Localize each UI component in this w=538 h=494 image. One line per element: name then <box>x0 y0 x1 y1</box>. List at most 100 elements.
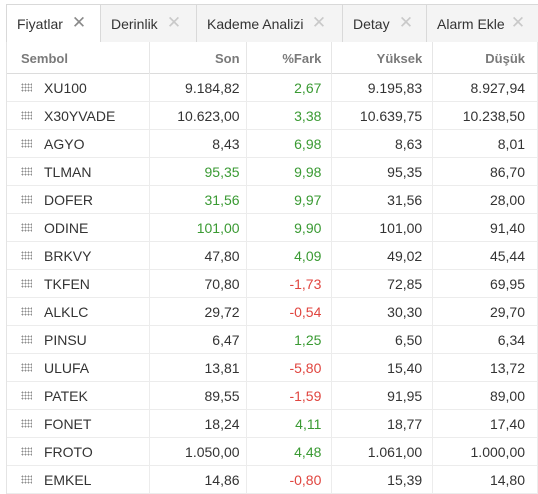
change-cell: -0,54 <box>247 298 333 325</box>
drag-handle-icon[interactable] <box>21 83 32 92</box>
drag-handle-icon[interactable] <box>21 335 32 344</box>
close-icon[interactable]: ✕ <box>510 13 526 32</box>
high-cell: 8,63 <box>332 130 434 157</box>
column-header-symbol[interactable]: Sembol <box>7 42 150 74</box>
symbol-cell[interactable]: FONET <box>7 410 150 437</box>
symbol-name: XU100 <box>44 79 87 96</box>
tab-alarm-ekle[interactable]: Alarm Ekle ✕ <box>427 4 538 42</box>
symbol-name: FROTO <box>44 443 93 460</box>
table-row[interactable]: EMKEL 14,86 -0,80 15,39 14,80 <box>7 466 538 494</box>
table-row[interactable]: BRKVY 47,80 4,09 49,02 45,44 <box>7 242 538 270</box>
low-cell: 13,72 <box>433 354 538 381</box>
table-row[interactable]: PATEK 89,55 -1,59 91,95 89,00 <box>7 382 538 410</box>
drag-handle-icon[interactable] <box>21 195 32 204</box>
column-header-last[interactable]: Son <box>150 42 247 74</box>
low-cell: 45,44 <box>433 242 538 269</box>
symbol-cell[interactable]: X30YVADE <box>7 102 150 129</box>
table-row[interactable]: DOFER 31,56 9,97 31,56 28,00 <box>7 186 538 214</box>
symbol-cell[interactable]: XU100 <box>7 74 150 101</box>
drag-handle-icon[interactable] <box>21 363 32 372</box>
last-cell: 1.050,00 <box>150 438 247 465</box>
table-row[interactable]: ALKLC 29,72 -0,54 30,30 29,70 <box>7 298 538 326</box>
low-cell: 69,95 <box>433 270 538 297</box>
last-cell: 101,00 <box>150 214 247 241</box>
table-row[interactable]: XU100 9.184,82 2,67 9.195,83 8.927,94 <box>7 74 538 102</box>
close-icon[interactable]: ✕ <box>398 13 414 32</box>
table-row[interactable]: PINSU 6,47 1,25 6,50 6,34 <box>7 326 538 354</box>
close-icon[interactable]: ✕ <box>166 13 182 32</box>
symbol-cell[interactable]: ULUFA <box>7 354 150 381</box>
tab-label: Kademe Analizi <box>207 15 304 32</box>
low-cell: 1.000,00 <box>433 438 538 465</box>
close-icon[interactable]: ✕ <box>71 13 87 32</box>
high-cell: 72,85 <box>332 270 434 297</box>
drag-handle-icon[interactable] <box>21 223 32 232</box>
drag-handle-icon[interactable] <box>21 139 32 148</box>
symbol-name: ULUFA <box>44 359 90 376</box>
change-cell: 9,90 <box>247 214 333 241</box>
drag-handle-icon[interactable] <box>21 419 32 428</box>
tab-fiyatlar[interactable]: Fiyatlar ✕ <box>6 4 101 43</box>
symbol-cell[interactable]: PINSU <box>7 326 150 353</box>
high-cell: 15,40 <box>332 354 434 381</box>
high-cell: 9.195,83 <box>332 74 434 101</box>
tab-label: Fiyatlar <box>17 16 63 32</box>
drag-handle-icon[interactable] <box>21 391 32 400</box>
tab-detay[interactable]: Detay ✕ <box>343 4 427 42</box>
symbol-cell[interactable]: ALKLC <box>7 298 150 325</box>
drag-handle-icon[interactable] <box>21 475 32 484</box>
tab-kademe-analizi[interactable]: Kademe Analizi ✕ <box>197 4 343 42</box>
symbol-cell[interactable]: AGYO <box>7 130 150 157</box>
symbol-cell[interactable]: DOFER <box>7 186 150 213</box>
change-cell: -0,80 <box>247 466 333 493</box>
symbol-name: DOFER <box>44 191 93 208</box>
high-cell: 6,50 <box>332 326 434 353</box>
column-header-change[interactable]: %Fark <box>247 42 333 74</box>
table-row[interactable]: X30YVADE 10.623,00 3,38 10.639,75 10.238,50 <box>7 102 538 130</box>
column-header-low[interactable]: Düşük <box>433 42 538 74</box>
high-cell: 101,00 <box>332 214 434 241</box>
table-row[interactable]: FROTO 1.050,00 4,48 1.061,00 1.000,00 <box>7 438 538 466</box>
symbol-cell[interactable]: PATEK <box>7 382 150 409</box>
low-cell: 10.238,50 <box>433 102 538 129</box>
change-cell: 9,97 <box>247 186 333 213</box>
close-icon[interactable]: ✕ <box>311 13 327 32</box>
drag-handle-icon[interactable] <box>21 447 32 456</box>
drag-handle-icon[interactable] <box>21 111 32 120</box>
low-cell: 29,70 <box>433 298 538 325</box>
symbol-name: FONET <box>44 415 92 432</box>
high-cell: 1.061,00 <box>332 438 434 465</box>
change-cell: 3,38 <box>247 102 333 129</box>
low-cell: 89,00 <box>433 382 538 409</box>
symbol-name: ALKLC <box>44 303 89 320</box>
tab-bar: Fiyatlar ✕ Derinlik ✕ Kademe Analizi ✕ D… <box>6 4 538 43</box>
high-cell: 10.639,75 <box>332 102 434 129</box>
column-header-high[interactable]: Yüksek <box>332 42 434 74</box>
table-row[interactable]: TLMAN 95,35 9,98 95,35 86,70 <box>7 158 538 186</box>
tab-derinlik[interactable]: Derinlik ✕ <box>101 4 197 42</box>
table-row[interactable]: FONET 18,24 4,11 18,77 17,40 <box>7 410 538 438</box>
symbol-cell[interactable]: EMKEL <box>7 466 150 493</box>
change-cell: -1,59 <box>247 382 333 409</box>
symbol-cell[interactable]: FROTO <box>7 438 150 465</box>
table-body: XU100 9.184,82 2,67 9.195,83 8.927,94 X30YVAD… <box>7 74 538 494</box>
tab-label: Detay <box>353 15 390 32</box>
last-cell: 10.623,00 <box>150 102 247 129</box>
symbol-cell[interactable]: BRKVY <box>7 242 150 269</box>
high-cell: 18,77 <box>332 410 434 437</box>
table-row[interactable]: AGYO 8,43 6,98 8,63 8,01 <box>7 130 538 158</box>
table-row[interactable]: ULUFA 13,81 -5,80 15,40 13,72 <box>7 354 538 382</box>
drag-handle-icon[interactable] <box>21 279 32 288</box>
drag-handle-icon[interactable] <box>21 251 32 260</box>
symbol-name: PATEK <box>44 387 88 404</box>
last-cell: 89,55 <box>150 382 247 409</box>
drag-handle-icon[interactable] <box>21 167 32 176</box>
table-row[interactable]: TKFEN 70,80 -1,73 72,85 69,95 <box>7 270 538 298</box>
last-cell: 6,47 <box>150 326 247 353</box>
table-row[interactable]: ODINE 101,00 9,90 101,00 91,40 <box>7 214 538 242</box>
drag-handle-icon[interactable] <box>21 307 32 316</box>
symbol-cell[interactable]: TKFEN <box>7 270 150 297</box>
symbol-cell[interactable]: TLMAN <box>7 158 150 185</box>
symbol-cell[interactable]: ODINE <box>7 214 150 241</box>
price-table: Sembol Son %Fark Yüksek Düşük XU100 9.184… <box>6 42 538 494</box>
